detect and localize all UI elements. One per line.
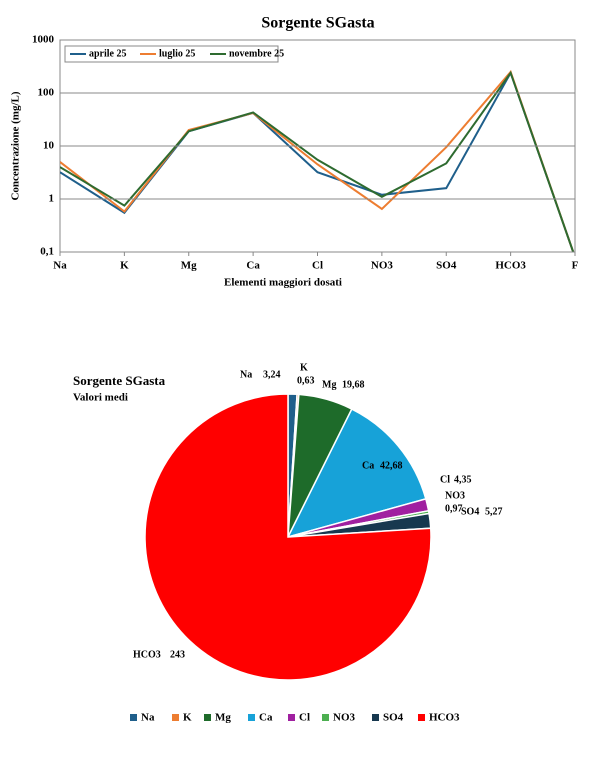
legend-label: aprile 25 <box>89 48 127 59</box>
y-tick-label: 0,1 <box>40 246 54 258</box>
legend-label: Ca <box>259 712 273 724</box>
data-label-value: 19,68 <box>342 379 365 390</box>
pie-slice <box>144 393 432 681</box>
legend-swatch <box>204 714 211 721</box>
y-tick-label: 1000 <box>32 34 55 46</box>
x-tick-label: Cl <box>312 260 323 272</box>
data-label-name: Ca <box>362 460 374 471</box>
legend-label: Mg <box>215 712 231 724</box>
legend-label: Na <box>141 712 155 724</box>
x-tick-label: Mg <box>181 260 197 272</box>
pie-title: Sorgente SGasta <box>73 373 166 388</box>
data-label-value: 5,27 <box>485 506 503 517</box>
legend-label: luglio 25 <box>159 48 195 59</box>
data-label-value: 243 <box>170 649 185 660</box>
data-label-name: K <box>300 362 308 373</box>
x-axis-label: Elementi maggiori dosati <box>224 277 342 289</box>
plot-area <box>60 69 575 252</box>
legend-label: SO4 <box>383 712 404 724</box>
legend-swatch <box>172 714 179 721</box>
x-tick-label: Na <box>53 260 67 272</box>
y-axis-label: Concentrazione (mg/L) <box>10 91 22 200</box>
x-tick-label: HCO3 <box>495 260 526 272</box>
legend-label: HCO3 <box>429 712 460 724</box>
data-label-name: Cl <box>440 474 450 485</box>
legend-swatch <box>372 714 379 721</box>
data-label-name: SO4 <box>461 506 479 517</box>
data-label-value: 3,24 <box>263 369 281 380</box>
legend-swatch <box>418 714 425 721</box>
x-tick-label: NO3 <box>371 260 394 272</box>
x-tick-label: F <box>572 260 579 272</box>
legend-box <box>64 45 279 63</box>
data-label-name: Na <box>240 369 252 380</box>
series-line <box>60 70 575 252</box>
legend-swatch <box>322 714 329 721</box>
data-label-value: 42,68 <box>380 460 403 471</box>
legend-label: Cl <box>299 712 310 724</box>
y-tick-label: 10 <box>43 140 55 152</box>
legend-label: K <box>183 712 192 724</box>
series-line <box>60 69 575 252</box>
data-label-name: NO3 <box>445 490 465 501</box>
x-tick-label: Ca <box>246 260 260 272</box>
data-label-name: HCO3 <box>133 649 161 660</box>
y-tick-label: 1 <box>49 193 55 205</box>
x-tick-label: K <box>120 260 129 272</box>
y-tick-label: 100 <box>38 87 55 99</box>
line-title: Sorgente SGasta <box>261 15 374 32</box>
x-tick-label: SO4 <box>436 260 457 272</box>
legend-swatch <box>248 714 255 721</box>
data-label-value: 0,97 <box>445 503 463 514</box>
legend-label: NO3 <box>333 712 356 724</box>
data-label-name: Mg <box>322 379 336 390</box>
legend-label: novembre 25 <box>229 48 284 59</box>
data-label-value: 0,63 <box>297 375 315 386</box>
pie-slice <box>286 408 427 539</box>
data-label-value: 4,35 <box>454 474 472 485</box>
legend-swatch <box>288 714 295 721</box>
legend-swatch <box>130 714 137 721</box>
pie-subtitle: Valori medi <box>73 392 128 404</box>
